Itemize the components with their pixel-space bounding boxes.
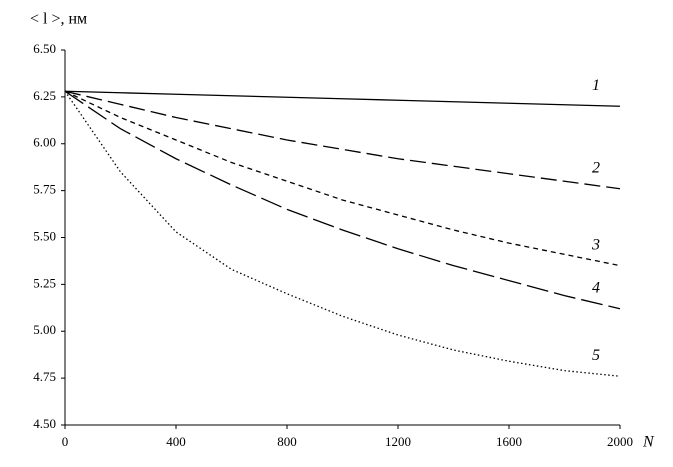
series-label: 5: [592, 347, 600, 364]
x-tick-label: 1600: [496, 434, 522, 449]
series-label: 3: [591, 236, 600, 253]
y-tick-label: 5.00: [33, 322, 56, 337]
y-tick-label: 5.75: [33, 182, 56, 197]
y-tick-label: 5.50: [33, 228, 56, 243]
y-tick-label: 5.25: [33, 275, 56, 290]
line-series: [64, 90, 621, 190]
line-series: [64, 90, 621, 107]
line-series: [64, 90, 621, 267]
x-tick-label: 2000: [607, 434, 633, 449]
y-tick-label: 6.25: [33, 88, 56, 103]
x-tick-label: 400: [166, 434, 186, 449]
x-tick-label: 800: [277, 434, 297, 449]
line-series: [64, 90, 621, 377]
x-axis-label: N: [642, 434, 655, 451]
line-series: [64, 90, 621, 310]
x-tick-label: 1200: [385, 434, 411, 449]
y-axis-label: < l >, нм: [30, 11, 87, 28]
x-tick-label: 0: [62, 434, 69, 449]
series-label: 1: [592, 77, 600, 94]
y-tick-label: 4.50: [33, 416, 56, 431]
y-tick-label: 6.50: [33, 41, 56, 56]
y-tick-label: 6.00: [33, 135, 56, 150]
series-label: 4: [592, 279, 600, 296]
y-tick-label: 4.75: [33, 369, 56, 384]
series-label: 2: [592, 159, 600, 176]
